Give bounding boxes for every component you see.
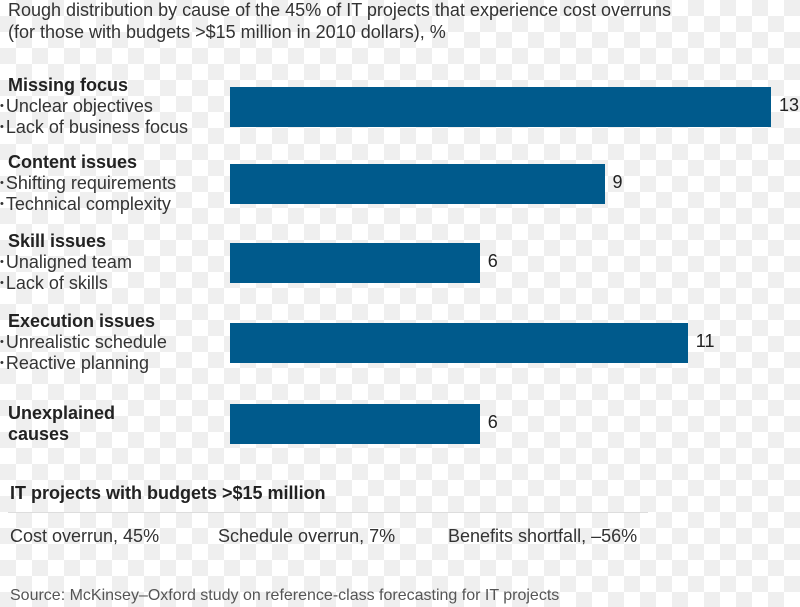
category-sub-item: Lack of business focus: [0, 117, 188, 138]
bar: [230, 243, 480, 283]
chart-title: Rough distribution by cause of the 45% o…: [8, 0, 672, 20]
category-sub-item: Technical complexity: [0, 194, 171, 215]
stat-cost-overrun: Cost overrun, 45%: [10, 526, 160, 546]
category-sub-item: Unclear objectives: [0, 96, 153, 117]
stat-schedule-overrun: Schedule overrun, 7%: [218, 526, 396, 546]
category-label: Execution issues: [8, 311, 156, 331]
bar: [230, 323, 688, 363]
category-sub-item: Unaligned team: [0, 252, 132, 273]
category-sub-item: Reactive planning: [0, 353, 149, 374]
summary-heading: IT projects with budgets >$15 million: [10, 483, 326, 503]
category-sub-item: Lack of skills: [0, 273, 108, 294]
bar-value-label: 6: [487, 412, 498, 432]
category-sub-item: Shifting requirements: [0, 173, 176, 194]
chart-subtitle: (for those with budgets >$15 million in …: [8, 22, 446, 42]
bar-value-label: 11: [695, 331, 715, 351]
bar: [230, 404, 480, 444]
bar: [230, 164, 605, 204]
category-label: Unexplained causes: [8, 403, 116, 444]
bar-value-label: 9: [612, 172, 623, 192]
category-label: Content issues: [8, 152, 138, 172]
category-label: Skill issues: [8, 231, 107, 251]
source-note: Source: McKinsey–Oxford study on referen…: [10, 587, 560, 604]
stat-benefits-shortfall: Benefits shortfall, –56%: [448, 526, 638, 546]
bar: [230, 87, 771, 127]
divider: [8, 512, 648, 513]
category-label: Missing focus: [8, 75, 129, 95]
bar-value-label: 6: [487, 251, 498, 271]
category-sub-item: Unrealistic schedule: [0, 332, 167, 353]
bar-value-label: 13: [779, 95, 800, 115]
